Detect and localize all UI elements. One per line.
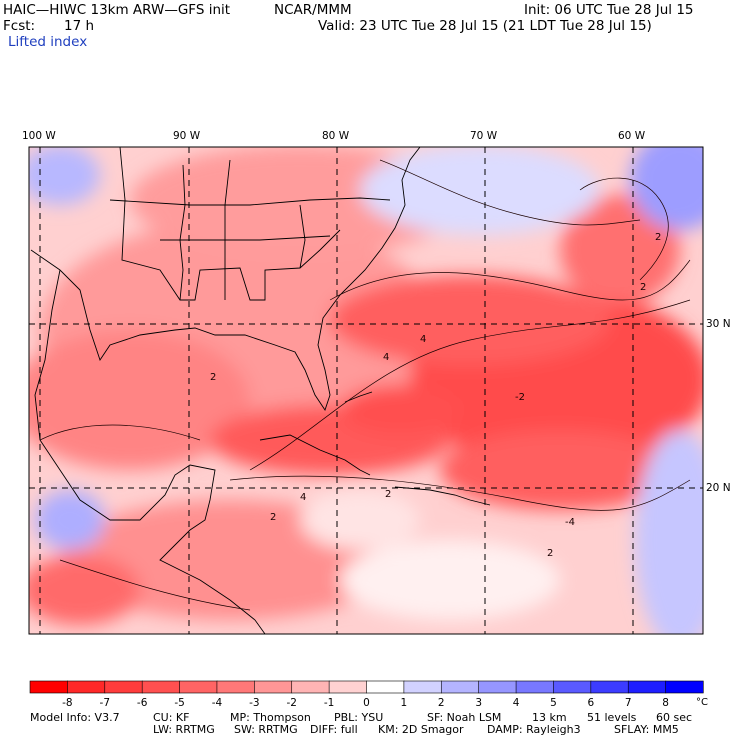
lifted-index-map: 2 2 4 4 -2 -4 2 2 4 2 2 bbox=[28, 146, 704, 635]
colorbar-tick-label: 2 bbox=[438, 697, 445, 709]
colorbar-tick-label: 4 bbox=[513, 697, 520, 709]
colorbar-tick-label: -4 bbox=[212, 697, 223, 709]
footer-sf: SF: Noah LSM bbox=[427, 711, 502, 724]
colorbar-swatch bbox=[478, 680, 517, 694]
init-time: Init: 06 UTC Tue 28 Jul 15 bbox=[524, 2, 694, 18]
coastlines bbox=[30, 147, 491, 634]
colorbar-tick-label: 3 bbox=[475, 697, 482, 709]
colorbar-tick-label: -2 bbox=[286, 697, 296, 709]
contour-label: 4 bbox=[420, 334, 426, 345]
contour-lines bbox=[39, 159, 691, 611]
colorbar-swatch bbox=[403, 680, 442, 694]
model-title: HAIC—HIWC 13km ARW—GFS init bbox=[3, 2, 231, 18]
contour-label: 2 bbox=[210, 372, 216, 383]
colorbar-swatch bbox=[216, 680, 255, 694]
footer-timestep: 60 sec bbox=[656, 711, 693, 724]
colorbar-swatch bbox=[590, 680, 629, 694]
lat-label-20n: 20 N bbox=[706, 482, 731, 494]
colorbar-tick-label: 8 bbox=[662, 697, 669, 709]
footer-levels: 51 levels bbox=[587, 711, 637, 724]
contour-label: 2 bbox=[640, 282, 646, 293]
contour-label: -4 bbox=[565, 517, 575, 528]
contour-label: 4 bbox=[383, 352, 389, 363]
colorbar-tick-label: 0 bbox=[363, 697, 370, 709]
contour-label: 2 bbox=[385, 489, 391, 500]
colorbar-tick-label: -5 bbox=[174, 697, 184, 709]
lat-lon-grid bbox=[29, 147, 703, 634]
lon-label-70w: 70 W bbox=[470, 130, 498, 142]
colorbar-tick-label: -3 bbox=[249, 697, 259, 709]
colorbar-swatch bbox=[328, 680, 368, 694]
contour-label: -2 bbox=[515, 392, 525, 403]
map-field: 2 2 4 4 -2 -4 2 2 4 2 2 bbox=[29, 147, 703, 634]
colorbar-tick-label: -8 bbox=[62, 697, 72, 709]
colorbar-swatch bbox=[440, 680, 480, 694]
forecast-hour: 17 h bbox=[64, 18, 95, 34]
contour-label: 2 bbox=[270, 512, 276, 523]
lon-label-100w: 100 W bbox=[22, 130, 56, 142]
colorbar-tick-label: 1 bbox=[401, 697, 408, 709]
colorbar-boxes bbox=[29, 680, 704, 694]
colorbar-swatch bbox=[67, 680, 106, 694]
colorbar-tick-label: -6 bbox=[137, 697, 148, 709]
footer-mp: MP: Thompson bbox=[230, 711, 311, 724]
footer-damp: DAMP: Rayleigh3 bbox=[487, 723, 581, 736]
org-label: NCAR/MMM bbox=[274, 2, 352, 18]
contour-label: 2 bbox=[547, 548, 553, 559]
footer-km: KM: 2D Smagor bbox=[378, 723, 464, 736]
footer-lw: LW: RRTMG bbox=[153, 723, 215, 736]
colorbar-tick-label: -7 bbox=[100, 697, 110, 709]
colorbar-tick-label: -1 bbox=[324, 697, 334, 709]
contour-label-group: 2 2 4 4 -2 -4 2 2 4 2 2 bbox=[210, 232, 661, 559]
lat-label-30n: 30 N bbox=[706, 318, 731, 330]
contour-label: 4 bbox=[300, 492, 306, 503]
footer-pbl: PBL: YSU bbox=[334, 711, 384, 724]
forecast-label: Fcst: bbox=[3, 18, 36, 34]
footer-cu: CU: KF bbox=[153, 711, 190, 724]
footer-model-info: Model Info: V3.7 bbox=[30, 711, 120, 724]
colorbar-tick-label: 7 bbox=[625, 697, 632, 709]
field-name: Lifted index bbox=[8, 34, 88, 50]
footer-resolution: 13 km bbox=[532, 711, 567, 724]
colorbar-swatch bbox=[553, 680, 592, 694]
colorbar-unit: °C bbox=[696, 697, 708, 708]
colorbar-swatch bbox=[665, 680, 704, 694]
colorbar-swatch bbox=[291, 680, 330, 694]
contour-label: 2 bbox=[655, 232, 661, 243]
colorbar-swatch bbox=[254, 680, 293, 694]
footer-sflay: SFLAY: MM5 bbox=[614, 723, 679, 736]
colorbar-swatch bbox=[179, 680, 218, 694]
map-frame bbox=[28, 146, 704, 635]
footer-diff: DIFF: full bbox=[310, 723, 358, 736]
valid-time: Valid: 23 UTC Tue 28 Jul 15 (21 LDT Tue … bbox=[318, 18, 652, 34]
colorbar-swatch bbox=[141, 680, 181, 694]
colorbar-ticks: -8 -7 -6 -5 -4 -3 -2 -1 0 1 2 3 4 5 6 7 8 bbox=[62, 697, 669, 709]
colorbar-swatch bbox=[515, 680, 555, 694]
colorbar-tick-label: 5 bbox=[550, 697, 557, 709]
lon-label-60w: 60 W bbox=[618, 130, 646, 142]
colorbar-swatch bbox=[29, 680, 68, 694]
colorbar-swatch bbox=[627, 680, 667, 694]
colorbar-swatch bbox=[366, 680, 405, 694]
colorbar-swatch bbox=[104, 680, 143, 694]
lon-label-80w: 80 W bbox=[322, 130, 350, 142]
footer-sw: SW: RRTMG bbox=[234, 723, 298, 736]
colorbar-tick-label: 6 bbox=[587, 697, 594, 709]
lon-label-90w: 90 W bbox=[173, 130, 201, 142]
